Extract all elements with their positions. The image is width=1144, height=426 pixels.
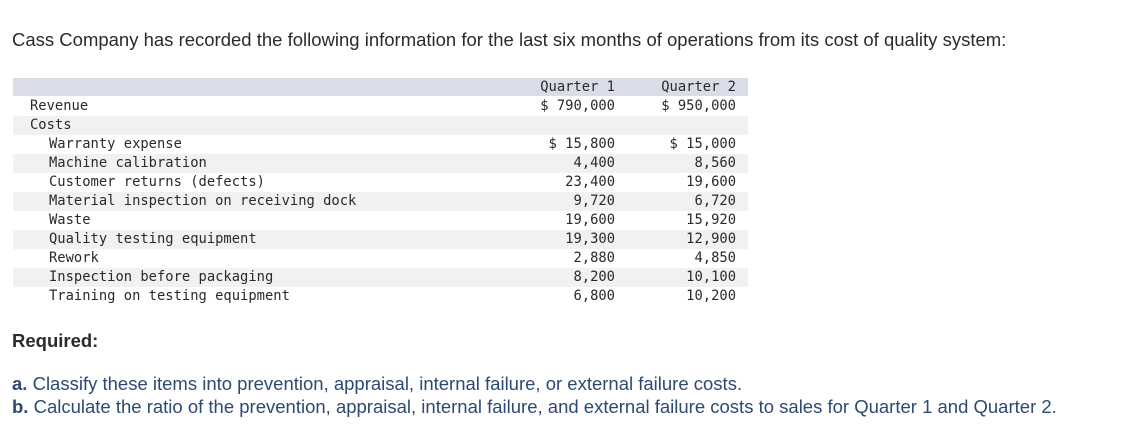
table-row: Customer returns (defects) 23,400 19,600 — [13, 173, 748, 192]
item-q1: 9,720 — [573, 193, 615, 209]
header-quarter-1: Quarter 1 — [540, 79, 615, 95]
requirement-a: a. Classify these items into prevention,… — [12, 373, 742, 395]
header-quarter-2: Quarter 2 — [661, 79, 736, 95]
item-label: Inspection before packaging — [49, 269, 274, 285]
requirement-b-text: Calculate the ratio of the prevention, a… — [33, 396, 1057, 417]
item-q1: 2,880 — [573, 250, 615, 266]
table-row: Material inspection on receiving dock 9,… — [13, 192, 748, 211]
costs-row: Costs — [13, 116, 748, 135]
table-row: Training on testing equipment 6,800 10,2… — [13, 287, 748, 306]
item-q2: 10,100 — [686, 269, 736, 285]
item-q1: 19,600 — [565, 212, 615, 228]
item-label: Warranty expense — [49, 136, 182, 152]
item-q2: 12,900 — [686, 231, 736, 247]
item-label: Machine calibration — [49, 155, 207, 171]
requirement-b: b. Calculate the ratio of the prevention… — [12, 396, 1057, 418]
item-q1: 19,300 — [565, 231, 615, 247]
revenue-q1: $ 790,000 — [540, 98, 615, 114]
item-label: Rework — [49, 250, 99, 266]
item-q1: $ 15,800 — [548, 136, 615, 152]
table-row: Waste 19,600 15,920 — [13, 211, 748, 230]
item-q2: 10,200 — [686, 288, 736, 304]
item-q2: 15,920 — [686, 212, 736, 228]
table-row: Inspection before packaging 8,200 10,100 — [13, 268, 748, 287]
revenue-q2: $ 950,000 — [661, 98, 736, 114]
item-label: Material inspection on receiving dock — [49, 193, 357, 209]
item-q1: 23,400 — [565, 174, 615, 190]
item-label: Waste — [49, 212, 91, 228]
item-q1: 6,800 — [573, 288, 615, 304]
table-row: Machine calibration 4,400 8,560 — [13, 154, 748, 173]
item-q2: $ 15,000 — [669, 136, 736, 152]
item-label: Training on testing equipment — [49, 288, 290, 304]
item-label: Customer returns (defects) — [49, 174, 265, 190]
item-q2: 19,600 — [686, 174, 736, 190]
item-q2: 8,560 — [694, 155, 736, 171]
item-label: Quality testing equipment — [49, 231, 257, 247]
revenue-row: Revenue $ 790,000 $ 950,000 — [13, 96, 748, 116]
requirement-a-text: Classify these items into prevention, ap… — [32, 373, 743, 394]
item-q1: 8,200 — [573, 269, 615, 285]
table-header-row: Quarter 1 Quarter 2 — [13, 78, 748, 96]
table-row: Rework 2,880 4,850 — [13, 249, 748, 268]
table-row: Quality testing equipment 19,300 12,900 — [13, 230, 748, 249]
item-q2: 6,720 — [694, 193, 736, 209]
costs-label: Costs — [30, 117, 72, 133]
requirement-b-marker: b. — [12, 396, 29, 417]
revenue-label: Revenue — [30, 98, 89, 114]
intro-text: Cass Company has recorded the following … — [12, 29, 1007, 50]
required-heading: Required: — [12, 330, 99, 351]
requirement-a-marker: a. — [12, 373, 28, 394]
item-q2: 4,850 — [694, 250, 736, 266]
item-q1: 4,400 — [573, 155, 615, 171]
table-row: Warranty expense $ 15,800 $ 15,000 — [13, 135, 748, 154]
cost-table: Quarter 1 Quarter 2 Revenue $ 790,000 $ … — [13, 78, 748, 306]
